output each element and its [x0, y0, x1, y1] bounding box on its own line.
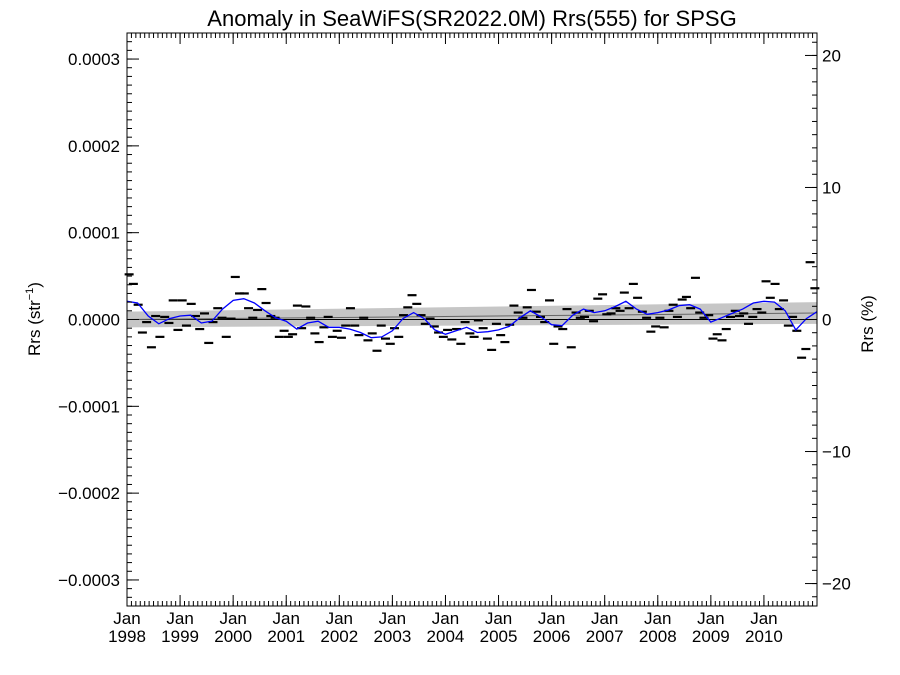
x-tick-month-label: Jan — [644, 609, 671, 628]
right-y-axis: 20 10 0 −10 −20 — [805, 41, 851, 598]
x-tick-year-label: 2003 — [373, 627, 411, 646]
x-tick-year-label: 2005 — [480, 627, 518, 646]
left-y-tick-label: −0.0003 — [58, 571, 120, 590]
x-tick-year-label: 2002 — [320, 627, 358, 646]
chart-title: Anomaly in SeaWiFS(SR2022.0M) Rrs(555) f… — [207, 6, 736, 31]
right-y-tick-label: −10 — [822, 443, 851, 462]
left-y-axis-label-superscript: −1 — [24, 288, 36, 301]
right-y-tick-label: 0 — [822, 311, 831, 330]
x-tick-year-label: 2010 — [745, 627, 783, 646]
x-tick-month-label: Jan — [113, 609, 140, 628]
x-axis: Jan1998Jan1999Jan2000Jan2001Jan2002Jan20… — [108, 33, 818, 646]
x-tick-month-label: Jan — [379, 609, 406, 628]
x-tick-year-label: 2006 — [533, 627, 571, 646]
x-tick-year-label: 2000 — [214, 627, 252, 646]
left-y-tick-label: −0.0002 — [58, 484, 120, 503]
monthly-anomaly-markers — [124, 261, 820, 359]
x-tick-year-label: 2004 — [427, 627, 465, 646]
trend-center-line — [126, 312, 818, 320]
x-tick-month-label: Jan — [697, 609, 724, 628]
x-tick-month-label: Jan — [591, 609, 618, 628]
x-tick-month-label: Jan — [538, 609, 565, 628]
smoothed-anomaly-line — [126, 298, 818, 339]
right-y-tick-label: 10 — [822, 178, 841, 197]
x-tick-year-label: 1999 — [161, 627, 199, 646]
x-tick-month-label: Jan — [485, 609, 512, 628]
x-tick-month-label: Jan — [166, 609, 193, 628]
left-y-tick-label: −0.0001 — [58, 397, 120, 416]
left-y-axis-label: Rrs (str−1) — [24, 282, 44, 356]
right-y-axis-label: Rrs (%) — [858, 295, 877, 353]
trend-band — [127, 302, 817, 328]
left-y-axis-label-base: Rrs (str — [25, 300, 44, 356]
left-y-axis: 0.0003 0.0002 0.0001 0.0000 −0.0001 −0.0002 −0… — [58, 32, 139, 607]
x-tick-month-label: Jan — [273, 609, 300, 628]
left-y-tick-label: 0.0003 — [68, 50, 120, 69]
x-tick-year-label: 2007 — [586, 627, 624, 646]
plot-area — [124, 32, 820, 607]
x-tick-month-label: Jan — [432, 609, 459, 628]
right-y-tick-label: 20 — [822, 46, 841, 65]
x-tick-year-label: 2008 — [639, 627, 677, 646]
x-tick-year-label: 1998 — [108, 627, 146, 646]
left-y-axis-label-close: ) — [25, 282, 44, 288]
x-tick-month-label: Jan — [219, 609, 246, 628]
x-tick-month-label: Jan — [750, 609, 777, 628]
right-y-tick-label: −20 — [822, 575, 851, 594]
x-tick-month-label: Jan — [326, 609, 353, 628]
left-y-tick-label: 0.0000 — [68, 311, 120, 330]
left-y-tick-label: 0.0002 — [68, 137, 120, 156]
left-y-tick-label: 0.0001 — [68, 224, 120, 243]
x-tick-year-label: 2009 — [692, 627, 730, 646]
x-tick-year-label: 2001 — [267, 627, 305, 646]
